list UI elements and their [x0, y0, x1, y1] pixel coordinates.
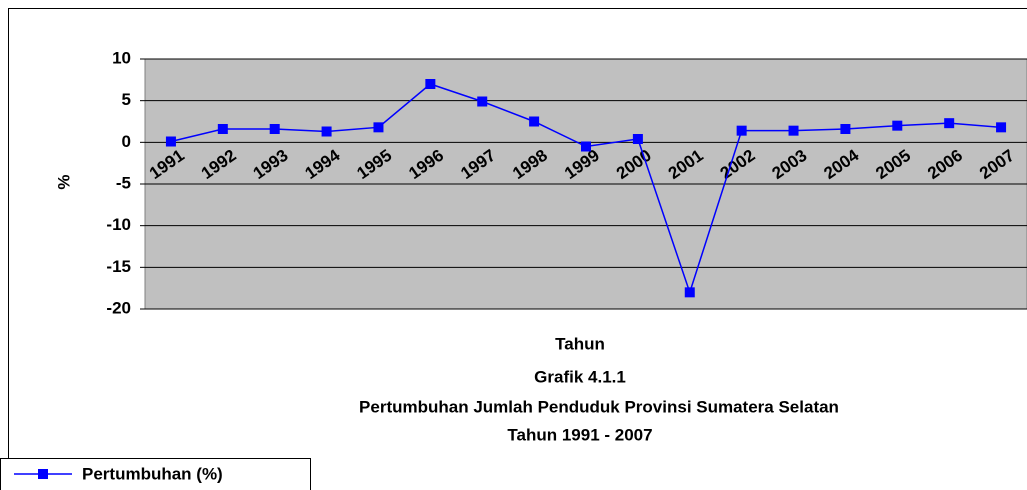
point-marker: [996, 122, 1007, 133]
point-marker: [944, 118, 955, 129]
point-marker: [269, 124, 280, 134]
point-marker: [684, 287, 695, 298]
point-marker: [217, 124, 228, 134]
y-axis-title: %: [54, 174, 73, 189]
chart-title: Grafik 4.1.1: [534, 367, 626, 386]
y-tick-label: 5: [122, 90, 131, 109]
point-marker: [529, 116, 540, 127]
chart-title: Tahun 1991 - 2007: [507, 425, 652, 444]
point-marker: [892, 120, 903, 131]
x-axis-title: Tahun: [555, 334, 605, 353]
y-tick-label: -5: [116, 173, 131, 192]
legend-marker: [38, 469, 48, 479]
chart-title: Pertumbuhan Jumlah Penduduk Provinsi Sum…: [359, 397, 839, 416]
y-tick-label: -10: [106, 215, 131, 234]
point-marker: [840, 124, 851, 134]
point-marker: [165, 136, 176, 147]
point-marker: [321, 126, 332, 137]
point-marker: [425, 79, 436, 89]
point-marker: [788, 125, 799, 136]
point-marker: [581, 141, 591, 152]
y-tick-label: 0: [122, 132, 131, 151]
y-tick-label: -20: [106, 298, 131, 317]
y-tick-label: 10: [112, 48, 131, 67]
point-marker: [477, 96, 488, 107]
point-marker: [373, 122, 384, 133]
point-marker: [632, 134, 643, 144]
legend-label: Pertumbuhan (%): [82, 464, 223, 483]
point-marker: [736, 125, 747, 136]
y-tick-label: -15: [106, 257, 131, 276]
